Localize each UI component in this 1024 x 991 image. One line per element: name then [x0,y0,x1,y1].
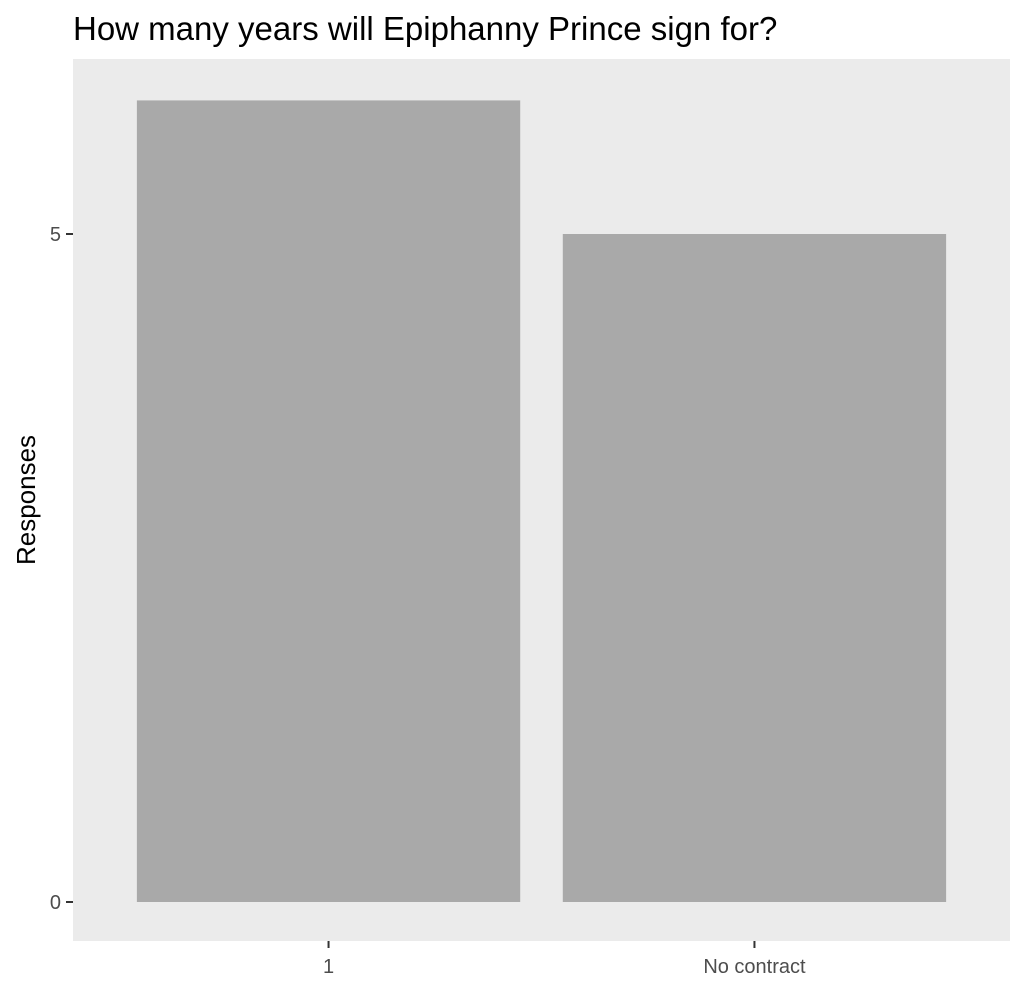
y-tick-label: 0 [50,892,61,914]
x-tick-label: No contract [703,956,806,978]
chart-title: How many years will Epiphanny Prince sig… [73,10,777,47]
y-axis-label: Responses [11,435,41,565]
bars-layer [136,100,947,902]
bar-1 [136,100,521,902]
axes-layer: 1 No contract 0 5 [50,224,806,978]
y-tick-label: 5 [50,224,61,246]
x-tick-label: 1 [323,956,334,978]
bar-no-contract [562,234,947,902]
